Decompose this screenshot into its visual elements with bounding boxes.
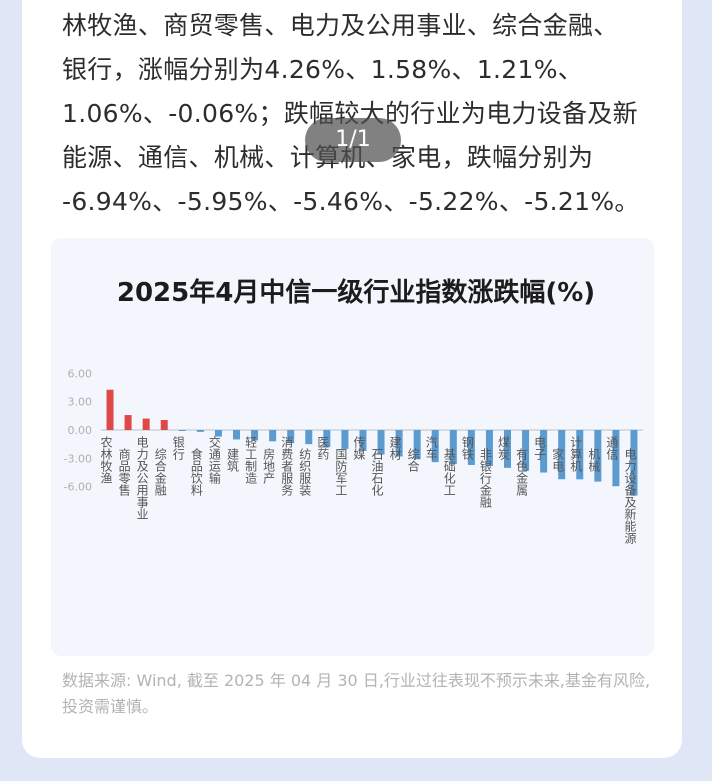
bar: [269, 430, 277, 442]
bar: [485, 430, 493, 466]
bar: [395, 430, 403, 457]
bar: [413, 430, 421, 460]
x-tick-label: 传媒: [352, 435, 366, 460]
paragraph-line: -6.94%、-5.95%、-5.46%、-5.22%、-5.21%。: [62, 187, 640, 216]
x-tick-label: 石油石化: [370, 448, 384, 497]
paragraph-line: 银行，涨幅分别为4.26%、1.58%、1.21%、: [62, 55, 584, 84]
x-tick-label: 家电: [551, 447, 565, 472]
bar: [540, 430, 548, 473]
bar: [178, 430, 186, 431]
x-tick-label: 煤炭: [497, 436, 511, 461]
y-tick-label: 0.00: [68, 424, 93, 437]
x-tick-label: 食品饮料: [189, 447, 203, 496]
x-tick-label: 钢铁: [460, 436, 474, 460]
x-tick-label: 银行: [171, 436, 185, 460]
bar: [594, 430, 602, 482]
bar: [160, 419, 168, 430]
bar: [106, 389, 114, 430]
x-tick-label: 商品零售: [117, 447, 131, 496]
x-tick-label: 通信: [605, 436, 619, 461]
y-tick-label: -3.00: [64, 452, 92, 465]
bar: [504, 430, 511, 468]
bar: [124, 415, 132, 430]
bar: [467, 430, 475, 465]
bar: [576, 430, 584, 480]
x-tick-label: 电力及公用事业: [135, 436, 149, 520]
x-tick-label: 纺织服装: [298, 448, 312, 497]
bar: [630, 430, 638, 496]
x-tick-label: 非银行金融: [478, 448, 492, 509]
chart-panel: [51, 238, 654, 656]
x-tick-label: 农林牧渔: [99, 436, 113, 484]
bar: [233, 430, 240, 440]
x-tick-label: 基础化工: [442, 448, 456, 496]
bar: [377, 430, 385, 455]
x-tick-label: 计算机: [569, 436, 583, 472]
bar: [214, 430, 222, 437]
bar: [558, 430, 566, 480]
chart-title: 2025年4月中信一级行业指数涨跌幅(%): [110, 272, 602, 309]
x-tick-label: 医药: [316, 436, 330, 460]
x-tick-label: 电子: [533, 436, 547, 460]
bar: [359, 430, 367, 451]
article-paragraph: 林牧渔、商贸零售、电力及公用事业、综合金融、 银行，涨幅分别为4.26%、1.5…: [62, 4, 662, 224]
x-tick-label: 轻工制造: [244, 436, 258, 484]
x-tick-label: 电力设备及新能源: [623, 448, 637, 545]
bar: [196, 430, 204, 432]
bar: [522, 430, 530, 471]
x-tick-label: 综合金融: [153, 448, 167, 497]
x-tick-label: 建材: [388, 436, 402, 460]
bar: [341, 430, 349, 449]
x-tick-label: 交通运输: [207, 435, 221, 485]
paragraph-line: 林牧渔、商贸零售、电力及公用事业、综合金融、: [62, 11, 619, 40]
x-tick-label: 消费者服务: [280, 436, 294, 496]
bar: [323, 430, 331, 448]
x-tick-label: 综合: [406, 448, 420, 472]
bar: [449, 430, 457, 465]
bar: [251, 430, 259, 441]
x-tick-label: 有色金属: [515, 448, 529, 497]
bar: [287, 430, 295, 444]
y-tick-label: -6.00: [64, 481, 92, 494]
bar: [612, 430, 620, 487]
bar-chart: 6.00 3.00 0.00 -3.00 -6.00 农林牧渔 商品零售 电力及公用事业 综合金…: [64, 367, 643, 545]
x-tick-label: 房地产: [262, 447, 276, 485]
x-tick-label: 国防军工: [334, 448, 348, 496]
bar: [142, 418, 150, 430]
bar: [431, 430, 439, 463]
page-indicator[interactable]: 1/1: [305, 118, 401, 162]
y-tick-label: 3.00: [68, 396, 93, 409]
bar: [305, 430, 313, 445]
x-tick-label: 机械: [587, 448, 601, 472]
x-tick-label: 汽车: [424, 435, 438, 461]
data-source-note: 数据来源: Wind, 截至 2025 年 04 月 30 日,行业过往表现不预…: [62, 671, 651, 716]
x-tick-label: 建筑: [226, 448, 240, 472]
y-tick-label: 6.00: [68, 367, 93, 380]
